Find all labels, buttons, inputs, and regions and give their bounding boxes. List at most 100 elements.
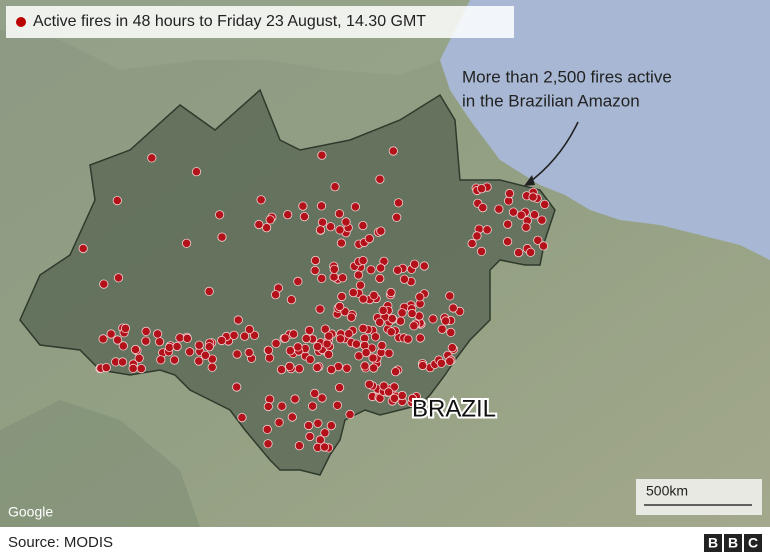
fire-marker	[392, 212, 402, 222]
fire-marker	[528, 192, 538, 202]
fire-marker	[388, 146, 398, 156]
fire-marker	[392, 265, 403, 275]
fire-marker	[325, 222, 336, 232]
fire-marker	[353, 270, 364, 280]
legend-marker	[16, 17, 26, 27]
fire-marker	[317, 393, 327, 403]
fire-marker	[288, 329, 299, 339]
fire-marker	[118, 341, 128, 351]
fire-marker	[389, 382, 399, 392]
fire-marker	[447, 343, 457, 353]
fire-marker	[386, 287, 396, 298]
legend-label: Active fires in 48 hours to Friday 23 Au…	[33, 13, 426, 30]
fire-marker	[419, 261, 429, 271]
logo: B B C	[704, 534, 762, 552]
fire-marker	[436, 358, 446, 368]
fire-marker	[358, 323, 368, 333]
fire-marker	[99, 279, 109, 289]
fire-marker	[503, 219, 513, 229]
fire-marker	[263, 439, 273, 449]
fire-marker	[324, 331, 334, 341]
terrain	[0, 400, 200, 527]
annotation-line: in the Brazilian Amazon	[462, 91, 640, 110]
fire-marker	[342, 363, 352, 373]
fire-marker	[386, 327, 396, 337]
fire-marker	[379, 381, 389, 391]
fire-marker	[504, 188, 515, 199]
fire-marker	[317, 217, 328, 227]
fire-marker	[415, 292, 425, 302]
fire-marker	[376, 263, 386, 273]
fire-marker	[207, 362, 217, 372]
fire-marker	[358, 255, 368, 266]
fire-marker	[172, 341, 182, 352]
ocean	[440, 0, 770, 260]
fire-marker	[270, 290, 281, 300]
fire-marker	[237, 412, 247, 423]
fire-marker	[448, 303, 458, 313]
fire-marker	[286, 295, 296, 305]
legend-box	[6, 6, 514, 38]
fire-marker	[301, 333, 311, 344]
fire-marker	[244, 347, 254, 358]
fire-marker	[287, 412, 297, 422]
amazon-region	[19, 88, 556, 476]
fire-marker	[280, 333, 290, 343]
fire-marker	[194, 340, 204, 350]
fire-marker	[217, 335, 227, 346]
fire-marker	[256, 195, 266, 205]
fire-marker	[376, 226, 386, 236]
fire-marker	[136, 363, 146, 374]
fire-marker	[315, 304, 325, 314]
fire-marker	[153, 329, 163, 339]
fire-marker	[277, 401, 287, 411]
fire-marker	[265, 215, 275, 225]
fire-marker	[407, 308, 417, 319]
fire-marker	[304, 325, 314, 335]
fire-marker	[118, 357, 128, 367]
fire-marker	[375, 273, 385, 284]
fire-marker	[540, 199, 550, 209]
fire-marker	[358, 221, 368, 231]
fire-marker	[156, 355, 166, 365]
arrow-head	[524, 175, 535, 186]
fire-marker	[323, 349, 334, 359]
fire-marker	[364, 234, 374, 244]
scale-label: 500km	[646, 483, 688, 499]
scale-box	[636, 479, 762, 515]
fire-marker	[113, 335, 123, 345]
fire-marker	[370, 332, 381, 342]
fire-marker	[409, 259, 420, 269]
fire-marker	[271, 338, 281, 348]
fire-marker	[446, 327, 456, 337]
fire-marker	[113, 273, 124, 283]
fire-marker	[254, 219, 264, 230]
fire-marker	[263, 401, 273, 412]
fire-marker	[478, 203, 488, 213]
fire-marker	[316, 201, 327, 211]
fire-marker	[194, 356, 204, 366]
fire-marker	[513, 248, 524, 258]
logo-letter: C	[748, 535, 758, 551]
fire-marker	[397, 308, 407, 318]
fire-marker	[315, 225, 326, 235]
source: Source: MODIS	[8, 534, 113, 551]
fire-marker	[387, 314, 397, 324]
fire-marker	[320, 428, 330, 438]
fire-marker	[262, 424, 272, 434]
logo-block	[744, 534, 762, 552]
fire-marker	[326, 420, 336, 431]
fire-marker	[204, 286, 214, 296]
fire-marker	[358, 294, 368, 304]
annotation-arrow	[526, 121, 579, 185]
fire-marker	[310, 255, 321, 266]
fire-marker	[467, 238, 477, 249]
fire-marker	[263, 345, 274, 355]
fire-marker	[299, 212, 309, 222]
fire-marker	[364, 379, 374, 389]
fire-marker	[361, 347, 371, 358]
fire-marker	[502, 237, 513, 247]
fire-marker	[249, 330, 260, 340]
logo-block	[704, 534, 722, 552]
fire-marker	[521, 222, 531, 232]
